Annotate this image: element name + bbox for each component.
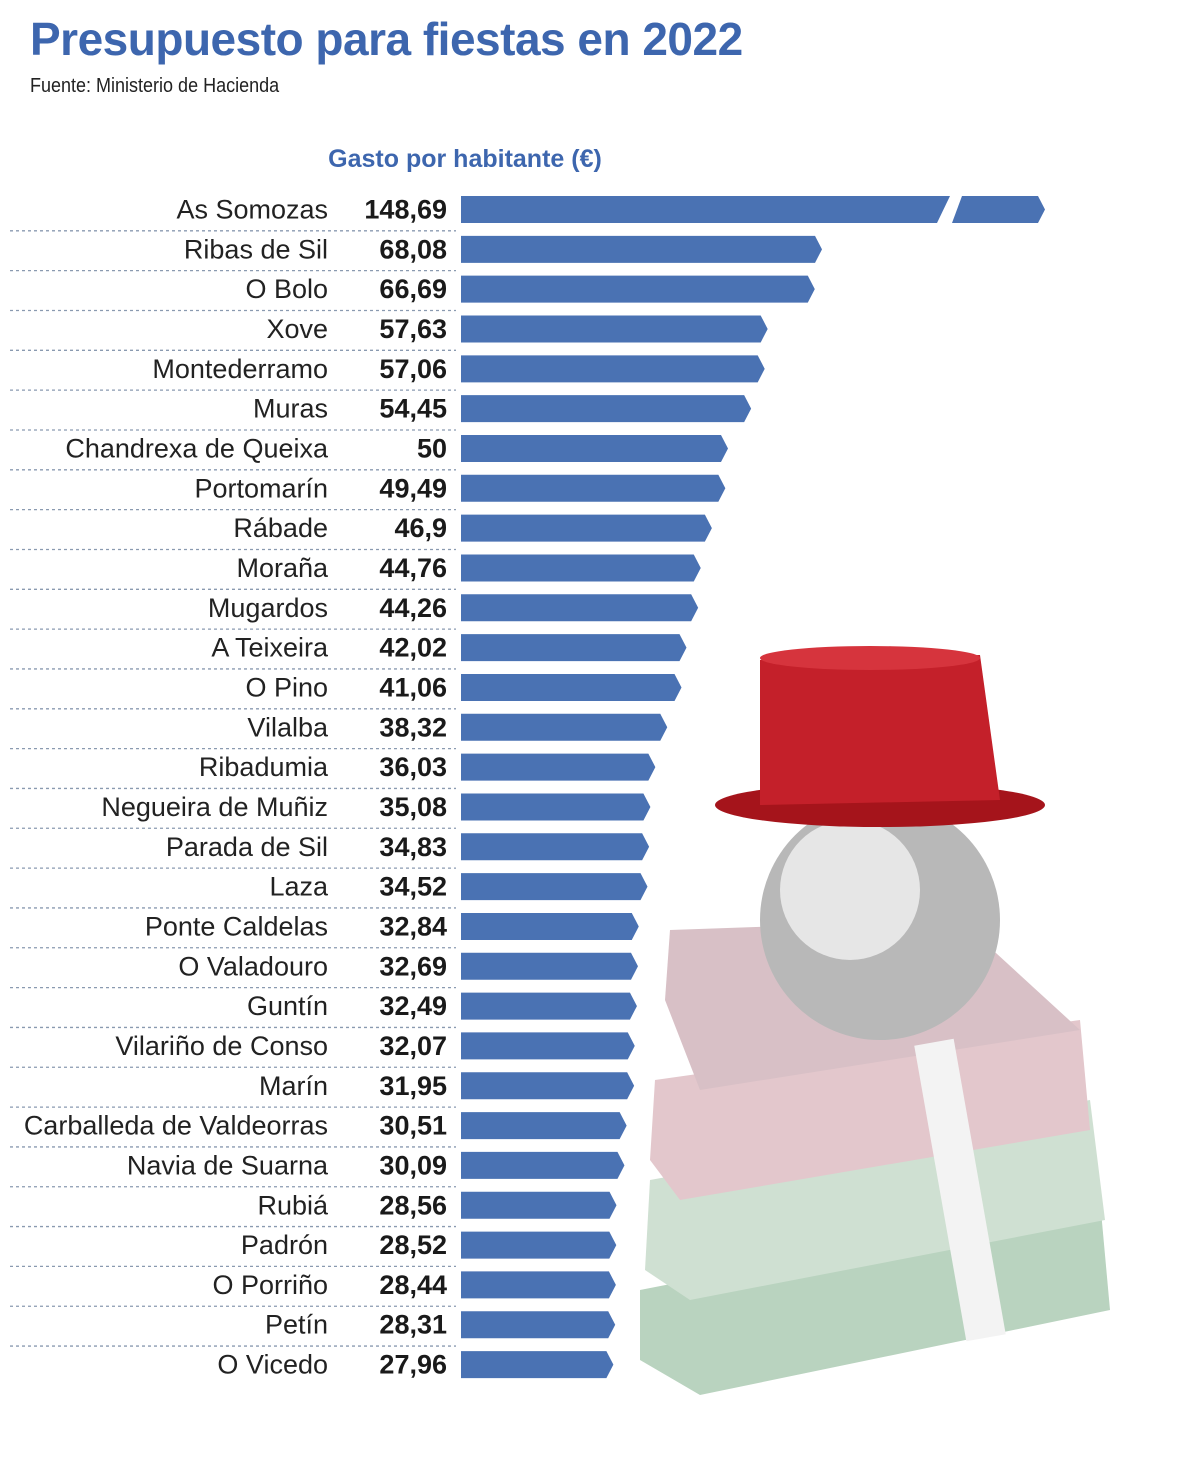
category-label: Carballeda de Valdeorras [24,1111,328,1141]
category-label: O Valadouro [178,951,328,981]
bar [461,634,687,662]
bar [461,873,648,901]
chart-title: Presupuesto para fiestas en 2022 [30,13,743,65]
value-label: 30,51 [379,1111,447,1141]
bar [461,1351,614,1379]
value-label: 28,52 [379,1230,447,1260]
category-label: Guntín [247,991,328,1021]
bar [461,673,682,701]
bar [461,594,699,622]
bar [461,753,656,781]
category-label: O Vicedo [217,1350,328,1380]
value-label: 36,03 [379,752,447,782]
bar [461,275,815,303]
category-label: Rábade [233,513,328,543]
bar [461,1231,617,1259]
value-label: 46,9 [394,513,447,543]
bar [461,514,712,542]
bar [461,833,650,861]
bar [461,912,639,940]
category-label: Negueira de Muñiz [101,792,328,822]
bar [461,793,651,821]
bar [461,196,950,223]
value-label: 41,06 [379,672,447,702]
value-label: 28,31 [379,1310,447,1340]
value-label: 44,76 [379,553,447,583]
category-label: Vilalba [247,712,329,742]
value-label: 44,26 [379,593,447,623]
value-label: 54,45 [379,394,447,424]
bar [461,1112,627,1140]
value-label: 32,84 [379,911,447,941]
bar [461,1271,616,1299]
value-label: 32,49 [379,991,447,1021]
value-label: 35,08 [379,792,447,822]
top-hat-icon [715,646,1045,827]
category-label: Ribas de Sil [184,234,328,264]
bar [461,315,768,343]
category-label: A Teixeira [211,633,329,663]
value-label: 27,96 [379,1350,447,1380]
category-label: Portomarín [194,473,328,503]
value-label: 32,07 [379,1031,447,1061]
value-label: 66,69 [379,274,447,304]
category-label: Padrón [241,1230,328,1260]
category-label: O Bolo [245,274,328,304]
bar [461,992,637,1020]
value-label: 28,44 [379,1270,447,1300]
category-label: Vilariño de Conso [115,1031,328,1061]
bar [461,1311,616,1339]
category-label: Mugardos [208,593,328,623]
category-label: Parada de Sil [166,832,328,862]
bar [461,395,752,423]
value-label: 57,63 [379,314,447,344]
category-label: Ribadumia [199,752,329,782]
value-label: 57,06 [379,354,447,384]
value-label: 34,83 [379,832,447,862]
bar [461,952,638,980]
bar [461,235,823,263]
chart-source: Fuente: Ministerio de Hacienda [30,75,280,97]
value-label: 49,49 [379,473,447,503]
category-label: Chandrexa de Queixa [65,433,329,463]
category-label: As Somozas [176,195,328,225]
bar [461,713,668,741]
value-label: 31,95 [379,1071,447,1101]
value-label: 68,08 [379,234,447,264]
category-label: Petín [265,1310,328,1340]
x-axis-label: Gasto por habitante (€) [328,145,602,173]
category-label: Rubiá [257,1190,329,1220]
bar [461,1191,617,1219]
bar [461,434,728,462]
bar-broken-segment [952,196,1045,223]
category-label: O Pino [245,672,328,702]
decoration-illustration [640,646,1110,1395]
bar [461,1032,635,1060]
value-label: 30,09 [379,1150,447,1180]
value-label: 34,52 [379,872,447,902]
category-label: Marín [259,1071,328,1101]
value-label: 50 [417,433,447,463]
value-label: 32,69 [379,951,447,981]
category-label: Xove [266,314,328,344]
value-label: 28,56 [379,1190,447,1220]
category-label: Moraña [236,553,329,583]
category-label: Navia de Suarna [127,1150,329,1180]
bar [461,355,765,383]
value-label: 148,69 [364,195,447,225]
bar [461,1072,635,1100]
category-label: Muras [253,394,328,424]
category-label: O Porriño [212,1270,328,1300]
bar [461,474,726,502]
value-label: 42,02 [379,633,447,663]
category-label: Montederramo [152,354,328,384]
disco-ball-icon [760,800,1000,1040]
bar [461,554,701,582]
bar [461,1151,625,1179]
category-label: Laza [269,872,329,902]
category-label: Ponte Caldelas [145,911,328,941]
value-label: 38,32 [379,712,447,742]
